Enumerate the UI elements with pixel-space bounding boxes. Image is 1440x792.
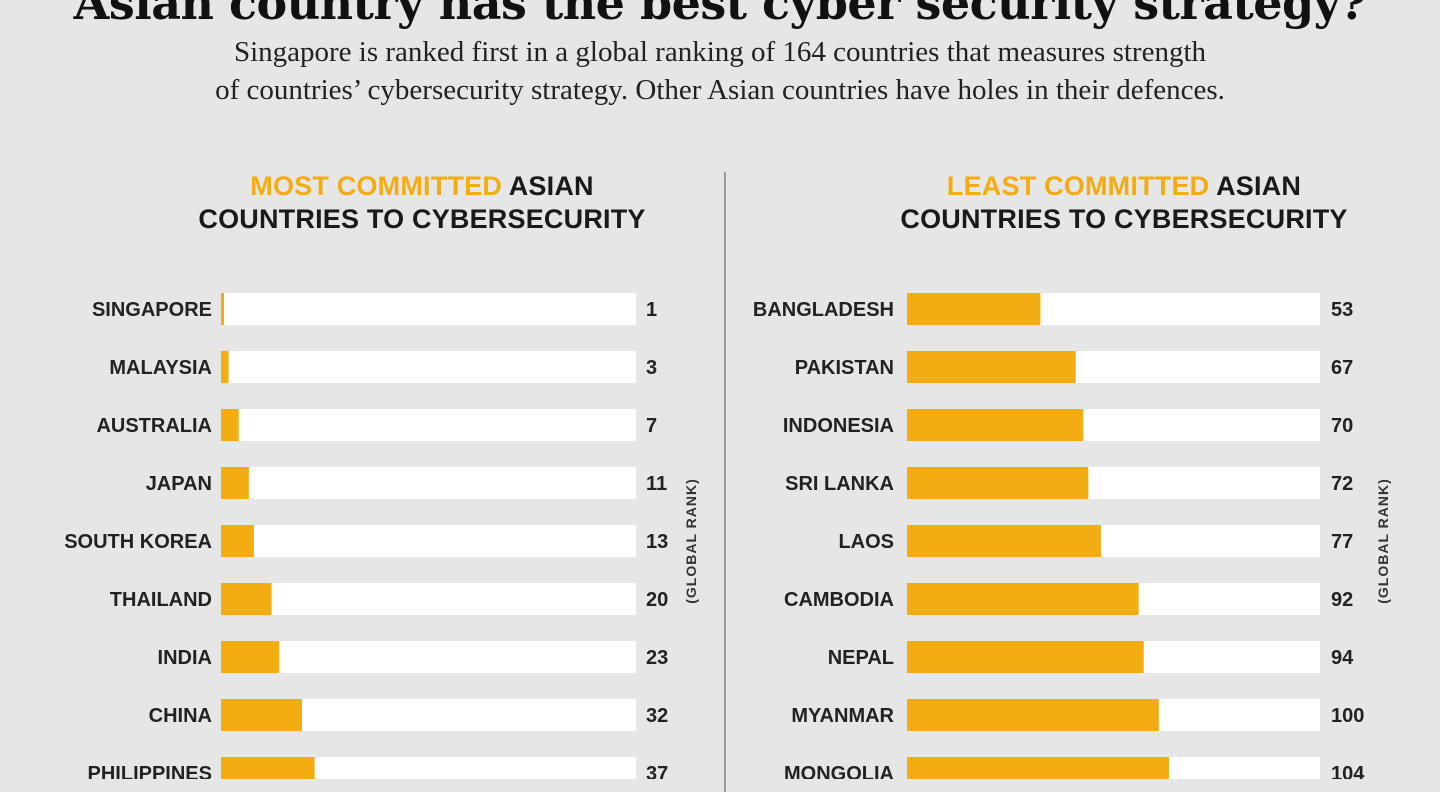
left-bar-track (221, 351, 636, 383)
right-category-label: PAKISTAN (795, 357, 894, 379)
right-category-label: BANGLADESH (753, 299, 894, 321)
right-bar (907, 699, 1159, 731)
left-bar (221, 757, 315, 779)
right-title-line-1: LEAST COMMITTED ASIAN (844, 170, 1404, 203)
left-rank-value: 13 (646, 531, 668, 553)
right-title-line-2: COUNTRIES TO CYBERSECURITY (900, 204, 1348, 234)
left-rank-value: 11 (646, 473, 667, 495)
right-bar (907, 293, 1041, 325)
left-category-label: CHINA (149, 705, 212, 727)
left-category-label: AUSTRALIA (96, 415, 212, 437)
left-rank-value: 20 (646, 589, 668, 611)
right-category-label: CAMBODIA (784, 589, 894, 611)
panel-divider (724, 172, 726, 792)
left-rank-value: 32 (646, 705, 668, 727)
subtitle-line-1: Singapore is ranked first in a global ra… (233, 36, 1207, 68)
right-bar (907, 757, 1169, 779)
left-category-label: SOUTH KOREA (64, 531, 212, 553)
left-category-label: THAILAND (110, 589, 212, 611)
right-category-label: INDONESIA (783, 415, 894, 437)
left-axis-label: (GLOBAL RANK) (683, 478, 699, 604)
left-bar-track (221, 293, 636, 325)
left-bar (221, 409, 239, 441)
right-category-label: NEPAL (828, 647, 894, 669)
left-bar (221, 641, 280, 673)
right-rank-value: 92 (1331, 589, 1353, 611)
left-bar-track (221, 757, 636, 779)
right-rank-value: 94 (1331, 647, 1354, 669)
right-bar (907, 467, 1089, 499)
right-category-label: SRI LANKA (785, 473, 894, 495)
right-category-label: MYANMAR (791, 705, 894, 727)
left-category-label: MALAYSIA (109, 357, 212, 379)
right-title-rest: ASIAN (1216, 171, 1302, 201)
right-bar (907, 351, 1076, 383)
right-bar (907, 409, 1084, 441)
right-rank-value: 104 (1331, 763, 1365, 779)
left-bar (221, 467, 249, 499)
right-rank-value: 77 (1331, 531, 1353, 553)
left-rank-value: 3 (646, 357, 657, 379)
right-rank-value: 53 (1331, 299, 1353, 321)
left-title-rest: ASIAN (508, 171, 594, 201)
left-bar (221, 351, 229, 383)
left-category-label: PHILIPPINES (88, 763, 212, 779)
left-rank-value: 37 (646, 763, 668, 779)
subtitle-line-2: of countries’ cybersecurity strategy. Ot… (215, 74, 1225, 106)
left-bar (221, 525, 254, 557)
right-panel-title: LEAST COMMITTED ASIAN COUNTRIES TO CYBER… (844, 170, 1404, 236)
right-title-highlight: LEAST COMMITTED (946, 171, 1210, 201)
left-bar-track (221, 467, 636, 499)
left-bar (221, 293, 224, 325)
right-bar (907, 641, 1144, 673)
left-category-label: INDIA (158, 647, 212, 669)
subtitle: Singapore is ranked first in a global ra… (0, 33, 1440, 109)
headline: Asian country has the best cyber securit… (73, 0, 1367, 30)
left-bar-track (221, 641, 636, 673)
right-rank-value: 100 (1331, 705, 1364, 727)
right-rank-value: 67 (1331, 357, 1353, 379)
right-rank-value: 72 (1331, 473, 1353, 495)
left-rank-value: 1 (646, 299, 657, 321)
left-bar-track (221, 583, 636, 615)
right-bar (907, 525, 1101, 557)
right-axis-label: (GLOBAL RANK) (1375, 478, 1391, 604)
right-rank-value: 70 (1331, 415, 1353, 437)
left-rank-value: 7 (646, 415, 657, 437)
right-category-label: MONGOLIA (784, 763, 894, 779)
left-category-label: SINGAPORE (92, 299, 212, 321)
left-bar (221, 699, 302, 731)
left-rank-value: 23 (646, 647, 668, 669)
left-bar-track (221, 409, 636, 441)
right-bar (907, 583, 1139, 615)
left-category-label: JAPAN (146, 473, 212, 495)
left-bar-track (221, 525, 636, 557)
left-title-highlight: MOST COMMITTED (250, 171, 503, 201)
left-title-line-1: MOST COMMITTED ASIAN (142, 170, 702, 203)
right-category-label: LAOS (838, 531, 894, 553)
left-bar (221, 583, 272, 615)
left-panel-title: MOST COMMITTED ASIAN COUNTRIES TO CYBERS… (142, 170, 702, 236)
left-title-line-2: COUNTRIES TO CYBERSECURITY (198, 204, 646, 234)
